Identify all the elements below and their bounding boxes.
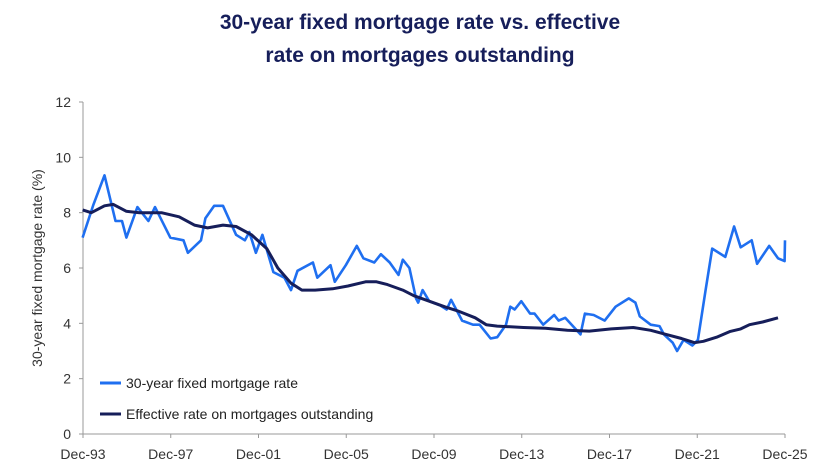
title-line-1: 30-year fixed mortgage rate vs. effectiv… [219,11,621,34]
title-line-2: rate on mortgages outstanding [265,44,575,67]
y-tick-label: 8 [63,205,71,221]
x-tick-label: Dec-97 [148,446,193,462]
y-axis-label: 30-year fixed mortgage rate (%) [29,169,45,367]
y-tick-label: 4 [63,315,71,331]
x-tick-label: Dec-93 [60,446,105,462]
x-tick-label: Dec-17 [587,446,632,462]
x-tick-label: Dec-05 [324,446,369,462]
x-tick-label: Dec-13 [499,446,544,462]
series-line-effective-rate [82,202,779,345]
y-tick-label: 12 [55,94,71,110]
y-tick-label: 0 [63,426,71,442]
x-tick-label: Dec-09 [411,446,456,462]
x-tick-label: Dec-25 [762,446,807,462]
legend-label-fixed-rate: 30-year fixed mortgage rate [126,375,298,391]
legend-label-effective-rate: Effective rate on mortgages outstanding [126,406,373,422]
legend: 30-year fixed mortgage rate Effective ra… [100,375,373,422]
y-tick-label: 6 [63,260,71,276]
x-tick-label: Dec-21 [675,446,720,462]
series-line-fixed-rate [81,174,787,353]
y-tick-label: 10 [55,149,71,165]
chart-title: 30-year fixed mortgage rate vs. effectiv… [0,6,840,72]
y-tick-label: 2 [63,371,71,387]
x-tick-label: Dec-01 [236,446,281,462]
